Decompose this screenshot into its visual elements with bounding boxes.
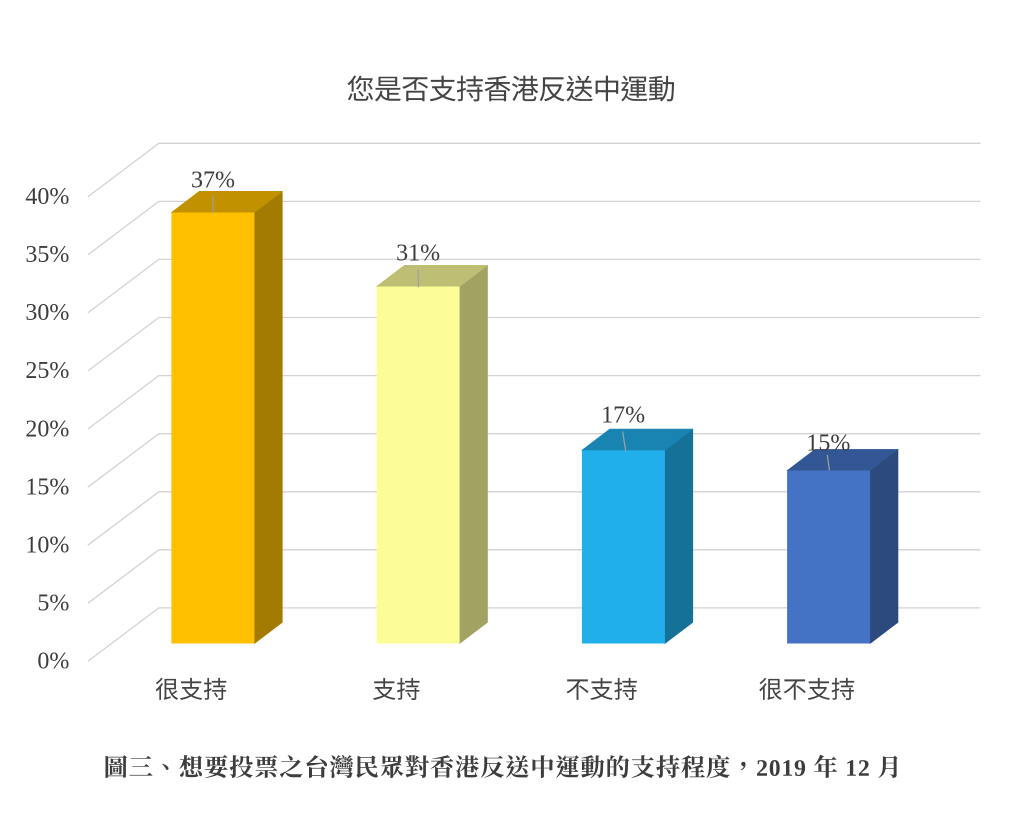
svg-text:37%: 37%	[191, 167, 235, 193]
svg-text:17%: 17%	[601, 402, 645, 428]
svg-text:20%: 20%	[25, 416, 69, 442]
svg-text:25%: 25%	[25, 358, 69, 384]
svg-text:15%: 15%	[25, 474, 69, 500]
svg-text:10%: 10%	[25, 533, 69, 559]
svg-text:35%: 35%	[25, 242, 69, 268]
svg-text:31%: 31%	[396, 241, 440, 267]
svg-text:40%: 40%	[25, 184, 69, 210]
svg-text:5%: 5%	[37, 591, 69, 617]
svg-text:0%: 0%	[37, 649, 69, 675]
svg-text:30%: 30%	[25, 300, 69, 326]
svg-text:15%: 15%	[806, 431, 850, 457]
